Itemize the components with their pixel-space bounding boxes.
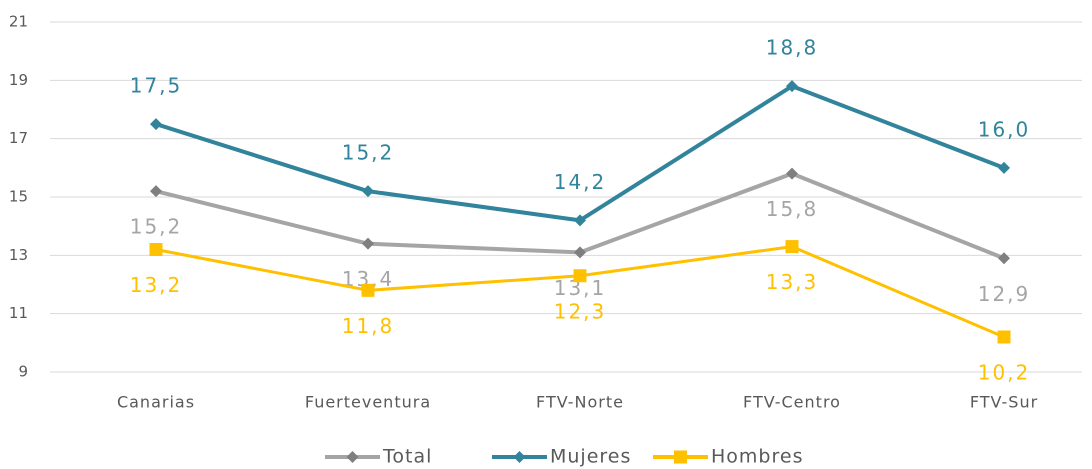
x-tick-label: Fuerteventura bbox=[305, 393, 431, 412]
marker bbox=[573, 269, 587, 283]
y-tick-label: 9 bbox=[18, 363, 28, 381]
y-tick-label: 17 bbox=[9, 129, 28, 147]
marker bbox=[998, 252, 1010, 265]
data-label: 18,8 bbox=[766, 36, 819, 60]
data-label: 10,2 bbox=[978, 361, 1031, 385]
x-tick-label: FTV-Sur bbox=[970, 393, 1038, 412]
data-label: 11,8 bbox=[342, 314, 395, 338]
marker bbox=[361, 283, 375, 297]
legend-marker bbox=[513, 451, 526, 463]
marker bbox=[574, 246, 586, 259]
legend-marker bbox=[674, 450, 687, 464]
legend-label: Total bbox=[382, 446, 432, 468]
data-label: 14,2 bbox=[554, 170, 607, 194]
legend-label: Mujeres bbox=[550, 446, 631, 468]
legend-label: Hombres bbox=[711, 446, 803, 468]
y-tick-label: 15 bbox=[9, 188, 28, 206]
data-label: 12,9 bbox=[978, 282, 1031, 306]
data-label: 15,8 bbox=[766, 197, 819, 221]
marker bbox=[150, 185, 162, 198]
y-tick-label: 21 bbox=[9, 13, 28, 31]
marker bbox=[997, 330, 1011, 344]
data-label: 12,3 bbox=[554, 299, 607, 323]
legend-marker bbox=[346, 451, 359, 463]
marker bbox=[786, 167, 798, 180]
x-tick-label: Canarias bbox=[117, 393, 195, 412]
x-tick-label: FTV-Centro bbox=[743, 393, 841, 412]
x-tick-label: FTV-Norte bbox=[536, 393, 624, 412]
data-label: 16,0 bbox=[978, 117, 1031, 141]
marker bbox=[574, 214, 586, 227]
data-label: 17,5 bbox=[130, 74, 183, 98]
data-label: 15,2 bbox=[130, 215, 183, 239]
y-tick-label: 11 bbox=[9, 304, 28, 322]
marker bbox=[785, 240, 799, 254]
line bbox=[155, 84, 1005, 223]
data-label: 13,2 bbox=[130, 273, 183, 297]
marker bbox=[998, 161, 1010, 174]
y-tick-label: 13 bbox=[9, 246, 28, 264]
marker bbox=[149, 243, 163, 256]
marker bbox=[362, 185, 374, 198]
marker bbox=[786, 80, 798, 93]
y-tick-label: 19 bbox=[9, 71, 28, 89]
marker bbox=[362, 237, 374, 250]
data-label: 15,2 bbox=[342, 141, 395, 165]
data-label: 13,3 bbox=[766, 270, 819, 294]
marker bbox=[150, 118, 162, 131]
